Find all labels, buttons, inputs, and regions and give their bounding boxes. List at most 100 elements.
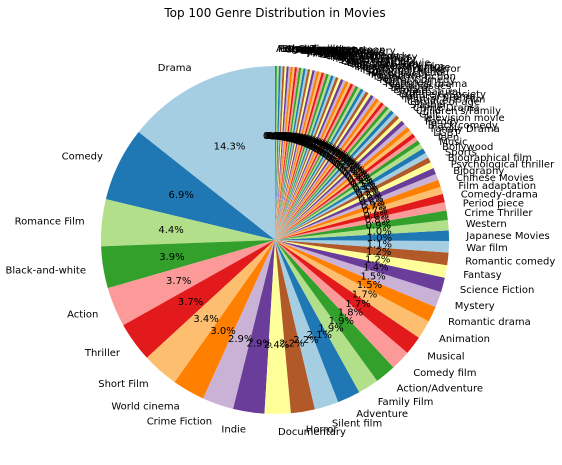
slice-category-label: Mockumentary	[287, 45, 361, 56]
slice-category-label: Indie	[221, 425, 246, 436]
slice-percent-label: 0.3%	[316, 146, 341, 157]
slice-percent-label: 2.4%	[264, 340, 289, 351]
slice-percent-label: 0.2%	[285, 134, 310, 145]
slice-percent-label: 1.9%	[329, 316, 354, 327]
slice-percent-label: 0.3%	[310, 143, 335, 154]
slice-category-label: War film	[466, 243, 507, 254]
slice-category-label: Adventure	[356, 409, 408, 420]
pie-slice	[275, 69, 311, 240]
pie-slice	[275, 81, 349, 240]
pie-slice	[275, 67, 302, 240]
slice-category-label: LGBT	[433, 128, 460, 139]
slice-category-label: Christmas movie	[346, 58, 430, 69]
slice-category-label: Romantic drama	[448, 317, 531, 328]
slice-category-label: Slasher	[410, 100, 448, 111]
slice-category-label: Superhero	[338, 55, 390, 66]
slice-percent-label: 0.8%	[365, 215, 390, 226]
slice-percent-label: 0.3%	[321, 149, 346, 160]
slice-percent-label: 0.2%	[303, 139, 328, 150]
slice-percent-label: 0.5%	[352, 182, 377, 193]
slice-percent-label: 0.4%	[341, 167, 366, 178]
pie-slice	[275, 68, 304, 240]
slice-category-label: Black-and-white	[6, 266, 86, 277]
pie-slice	[275, 88, 364, 240]
slice-percent-label: 2.2%	[279, 339, 304, 350]
slice-percent-label: 0.3%	[328, 155, 353, 166]
pie-slice	[275, 70, 317, 240]
slice-category-label: Monster movie	[310, 47, 384, 58]
pie-slice	[275, 91, 369, 241]
slice-percent-label: 1.5%	[360, 271, 385, 282]
slice-percent-label: 0.2%	[298, 138, 323, 149]
slice-percent-label: 3.4%	[193, 314, 218, 325]
slice-percent-label: 0.2%	[290, 135, 315, 146]
pie-slice	[275, 66, 285, 240]
pie-slice	[275, 66, 293, 241]
slice-percent-label: 0.2%	[267, 131, 292, 142]
slice-category-label: Martial Arts Film	[404, 94, 485, 105]
slice-percent-label: 0.3%	[336, 162, 361, 173]
pie-slice	[275, 68, 306, 240]
slice-percent-label: 0.3%	[325, 152, 350, 163]
pie-slice	[275, 240, 419, 353]
pie-slice	[275, 66, 287, 241]
slice-percent-label: 1.5%	[357, 280, 382, 291]
pie-slice	[275, 157, 431, 240]
slice-percent-label: 0.2%	[264, 131, 289, 142]
slice-category-label: Chinese Movies	[456, 173, 534, 184]
pie-slice	[146, 240, 275, 383]
pie-slice	[275, 66, 291, 240]
pie-slice	[174, 240, 275, 399]
slice-percent-label: 2.2%	[293, 335, 318, 346]
pie-slice	[275, 66, 295, 240]
pie-slice	[275, 73, 327, 240]
pie-slice	[275, 140, 421, 240]
pie-slice	[275, 106, 389, 240]
pie-slice	[275, 152, 429, 240]
pie-slice	[275, 240, 436, 322]
slice-category-label: Natural horror	[352, 60, 423, 71]
slice-category-label: Supernatural	[396, 87, 461, 98]
pie-slice	[275, 130, 413, 240]
pie-slice	[275, 69, 313, 240]
pie-slice	[275, 85, 359, 240]
slice-percent-label: 0.2%	[280, 133, 305, 144]
slice-category-label: Film adaptation	[458, 181, 536, 192]
slice-percent-label: 2.1%	[307, 330, 332, 341]
pie-slice	[275, 179, 441, 240]
slice-category-label: Heist	[291, 45, 317, 56]
slice-percent-label: 1.4%	[363, 263, 388, 274]
slice-category-label: Gangster Film	[349, 59, 418, 70]
pie-slice	[275, 66, 283, 240]
pie-slice	[275, 148, 426, 240]
slice-percent-label: 0.6%	[356, 191, 381, 202]
slice-percent-label: 0.2%	[269, 131, 294, 142]
slice-percent-label: 0.2%	[301, 139, 326, 150]
pie-slice	[275, 108, 392, 240]
pie-slice	[275, 94, 374, 240]
pie-slice	[275, 79, 346, 241]
pie-slice	[275, 120, 405, 240]
slice-category-label: Documentary film	[354, 61, 444, 72]
pie-slice	[275, 83, 354, 241]
slice-percent-label: 0.2%	[281, 133, 306, 144]
pie-slice	[275, 66, 289, 240]
pie-slice	[275, 240, 429, 338]
slice-percent-label: 0.2%	[279, 132, 304, 143]
slice-percent-label: 0.5%	[350, 179, 375, 190]
slice-category-label: Thriller	[84, 348, 121, 359]
slice-category-label: Cyberpunk	[305, 47, 360, 58]
pie-slice	[275, 240, 378, 393]
slice-category-label: Zombie Film	[320, 49, 382, 60]
pie-slice	[275, 193, 445, 240]
pie-slice	[275, 78, 344, 240]
slice-percent-label: 0.6%	[358, 194, 383, 205]
pie-slice	[275, 240, 408, 368]
slice-percent-label: 1.9%	[318, 324, 343, 335]
slice-category-label: Horror	[306, 424, 339, 435]
slice-category-label: Anime	[333, 53, 365, 64]
pie-slice	[275, 87, 361, 241]
pie-slice	[275, 74, 332, 241]
pie-slice	[275, 73, 329, 240]
